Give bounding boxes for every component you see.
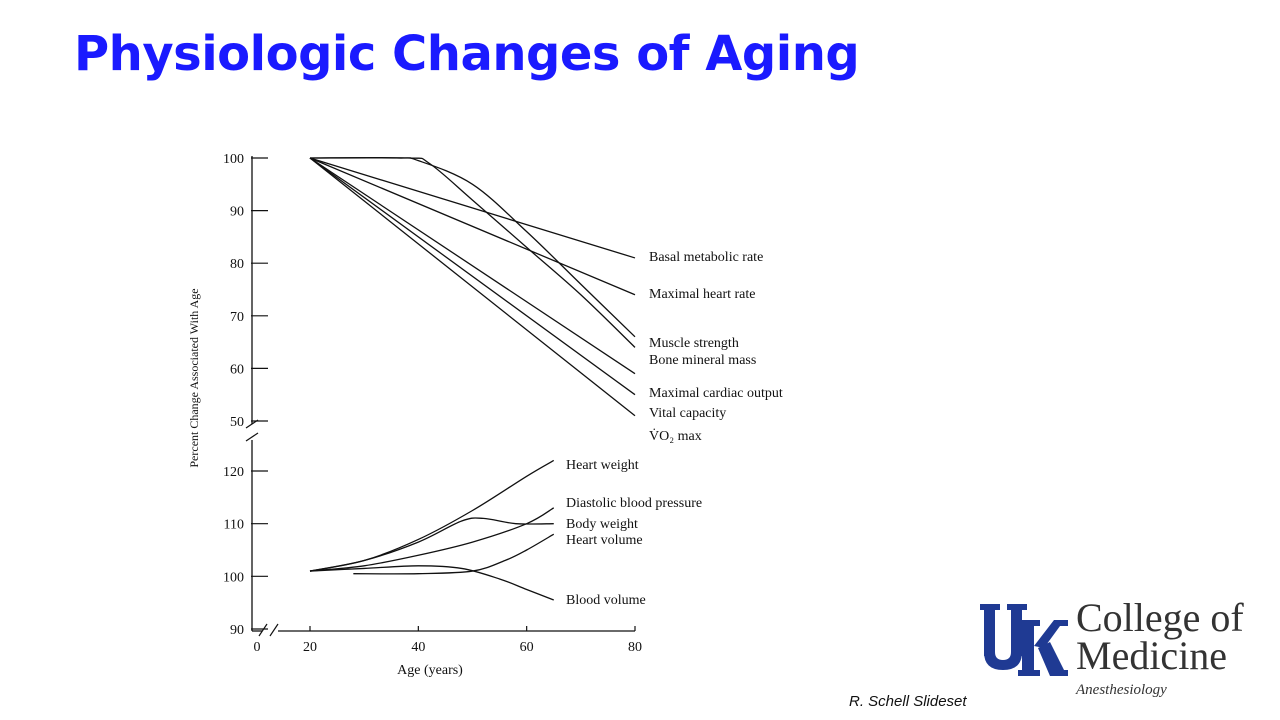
college-logo: College of Medicine Anesthesiology <box>980 595 1270 710</box>
y-tick-label: 50 <box>230 415 244 430</box>
y-tick-label: 90 <box>230 205 244 220</box>
y-tick-label: 80 <box>230 257 244 272</box>
series-label: Maximal cardiac output <box>649 386 783 401</box>
page-title: Physiologic Changes of Aging <box>74 26 860 82</box>
series-line <box>309 157 636 338</box>
y-axis-label: Percent Change Associated With Age <box>187 288 201 467</box>
series-label: Basal metabolic rate <box>649 250 763 265</box>
series-label: Body weight <box>566 517 638 532</box>
series-line <box>309 157 636 296</box>
series-line <box>309 507 555 572</box>
x-tick-label: 80 <box>628 640 642 655</box>
series-label: Vital capacity <box>649 406 726 421</box>
series-line <box>309 156 636 348</box>
series-label: Muscle strength <box>649 336 739 351</box>
series-label: Heart weight <box>566 458 639 473</box>
series-label: Blood volume <box>566 593 646 608</box>
series-label: V̇O₂ max <box>649 427 702 444</box>
series-line <box>309 565 554 601</box>
series-line <box>309 157 636 375</box>
x-axis-label: Age (years) <box>397 663 463 678</box>
x-axis-break-mark <box>258 623 268 637</box>
series-label: Heart volume <box>566 533 643 548</box>
y-tick-label: 60 <box>230 362 244 377</box>
y-tick-label: 100 <box>223 570 244 585</box>
logo-department: Anesthesiology <box>1076 682 1167 698</box>
y-tick-label: 70 <box>230 310 244 325</box>
x-tick-label: 0 <box>254 640 261 655</box>
y-tick-label: 120 <box>223 465 244 480</box>
series-label: Diastolic blood pressure <box>566 496 702 511</box>
x-tick-label: 60 <box>520 640 534 655</box>
y-tick-label: 100 <box>223 152 244 167</box>
series-line <box>309 157 636 396</box>
series-line <box>309 157 636 417</box>
x-tick-label: 20 <box>303 640 317 655</box>
series-line <box>309 157 636 259</box>
series-label: Bone mineral mass <box>649 353 756 368</box>
x-axis-break-mark <box>269 623 279 637</box>
logo-line-college: College of <box>1076 595 1244 640</box>
series-line <box>309 517 554 572</box>
y-tick-label: 90 <box>230 623 244 638</box>
uk-monogram-icon <box>980 604 1068 676</box>
y-tick-label: 110 <box>224 518 244 533</box>
series-label: Maximal heart rate <box>649 287 756 302</box>
logo-line-medicine: Medicine <box>1076 633 1228 678</box>
x-tick-label: 40 <box>411 640 425 655</box>
series-line <box>353 533 555 575</box>
slide-credit: R. Schell Slideset <box>849 693 967 710</box>
y-axis-break-mark <box>245 432 259 442</box>
